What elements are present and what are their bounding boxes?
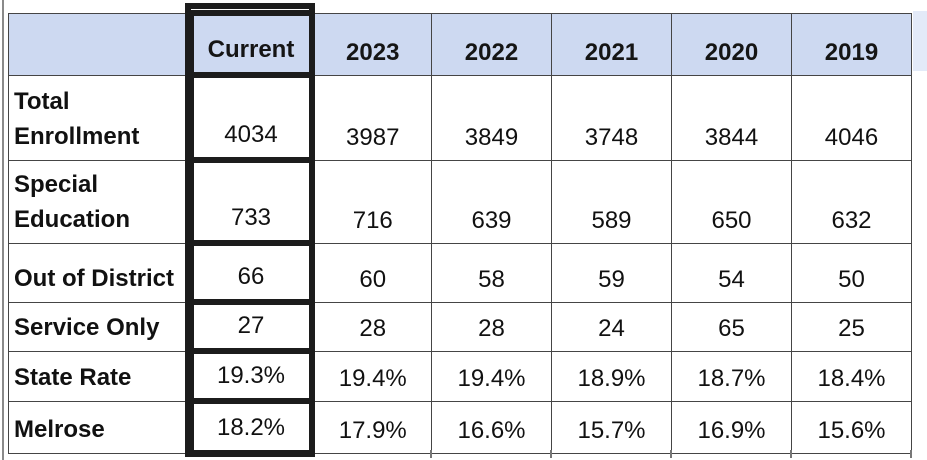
cell-value[interactable]: 19.3% <box>187 348 315 404</box>
table-row: Special Education 733 716 639 589 650 63… <box>8 157 912 246</box>
row-label-state-rate[interactable]: State Rate <box>8 350 191 402</box>
row-label-out-of-district[interactable]: Out of District <box>8 242 191 303</box>
cell-value[interactable]: 4034 <box>187 72 315 163</box>
cell-value[interactable]: 18.2% <box>187 398 315 456</box>
cell-value[interactable]: 28 <box>431 301 552 352</box>
gridline-stub <box>430 450 432 458</box>
cell-value[interactable]: 15.7% <box>551 400 672 454</box>
cell-value[interactable]: 54 <box>671 242 792 303</box>
column-header-2023[interactable]: 2023 <box>311 12 432 76</box>
cell-value[interactable]: 589 <box>551 159 672 244</box>
cell-value[interactable]: 17.9% <box>311 400 432 454</box>
cell-value[interactable]: 58 <box>431 242 552 303</box>
header-row: Current 2023 2022 2021 2020 2019 <box>8 10 912 78</box>
cell-value[interactable]: 733 <box>187 157 315 246</box>
cell-value[interactable]: 716 <box>311 159 432 244</box>
adjacent-header-cell-sliver <box>913 11 927 71</box>
row-label-melrose[interactable]: Melrose <box>8 400 191 454</box>
cell-value[interactable]: 650 <box>671 159 792 244</box>
cell-value[interactable]: 50 <box>791 242 912 303</box>
gridline-stub <box>910 450 912 458</box>
cell-value[interactable]: 16.9% <box>671 400 792 454</box>
cell-value[interactable]: 25 <box>791 301 912 352</box>
enrollment-table: Current 2023 2022 2021 2020 2019 Total E… <box>8 3 912 457</box>
cell-value[interactable]: 632 <box>791 159 912 244</box>
cell-value[interactable]: 18.7% <box>671 350 792 402</box>
cell-value[interactable]: 3987 <box>311 74 432 161</box>
cell-value[interactable]: 3844 <box>671 74 792 161</box>
cell-value[interactable]: 639 <box>431 159 552 244</box>
row-label-total-enrollment[interactable]: Total Enrollment <box>8 74 191 161</box>
row-label-service-only[interactable]: Service Only <box>8 301 191 352</box>
cell-value[interactable]: 28 <box>311 301 432 352</box>
cell-value[interactable]: 16.6% <box>431 400 552 454</box>
column-header-2019[interactable]: 2019 <box>791 12 912 76</box>
corner-cell[interactable] <box>8 12 191 76</box>
gridline-stub <box>670 450 672 458</box>
table-row: Total Enrollment 4034 3987 3849 3748 384… <box>8 72 912 163</box>
column-header-2022[interactable]: 2022 <box>431 12 552 76</box>
column-header-2020[interactable]: 2020 <box>671 12 792 76</box>
cell-value[interactable]: 27 <box>187 299 315 354</box>
cell-value[interactable]: 59 <box>551 242 672 303</box>
column-header-2021[interactable]: 2021 <box>551 12 672 76</box>
cell-value[interactable]: 66 <box>187 240 315 305</box>
table-row: Melrose 18.2% 17.9% 16.6% 15.7% 16.9% 15… <box>8 398 912 456</box>
column-header-current[interactable]: Current <box>187 10 315 78</box>
cell-value[interactable]: 3748 <box>551 74 672 161</box>
gridline-stub <box>550 450 552 458</box>
cell-value[interactable]: 18.4% <box>791 350 912 402</box>
table-row: Service Only 27 28 28 24 65 25 <box>8 299 912 354</box>
cell-value[interactable]: 3849 <box>431 74 552 161</box>
cell-value[interactable]: 18.9% <box>551 350 672 402</box>
table-row: Out of District 66 60 58 59 54 50 <box>8 240 912 305</box>
row-label-special-education[interactable]: Special Education <box>8 159 191 244</box>
cell-value[interactable]: 15.6% <box>791 400 912 454</box>
cell-value[interactable]: 60 <box>311 242 432 303</box>
gridline-stub <box>790 450 792 458</box>
left-gridline <box>2 0 4 460</box>
table-row: State Rate 19.3% 19.4% 19.4% 18.9% 18.7%… <box>8 348 912 404</box>
enrollment-table-grid: Current 2023 2022 2021 2020 2019 Total E… <box>8 10 912 456</box>
cell-value[interactable]: 4046 <box>791 74 912 161</box>
cell-value[interactable]: 65 <box>671 301 792 352</box>
cell-value[interactable]: 19.4% <box>311 350 432 402</box>
cell-value[interactable]: 19.4% <box>431 350 552 402</box>
cell-value[interactable]: 24 <box>551 301 672 352</box>
